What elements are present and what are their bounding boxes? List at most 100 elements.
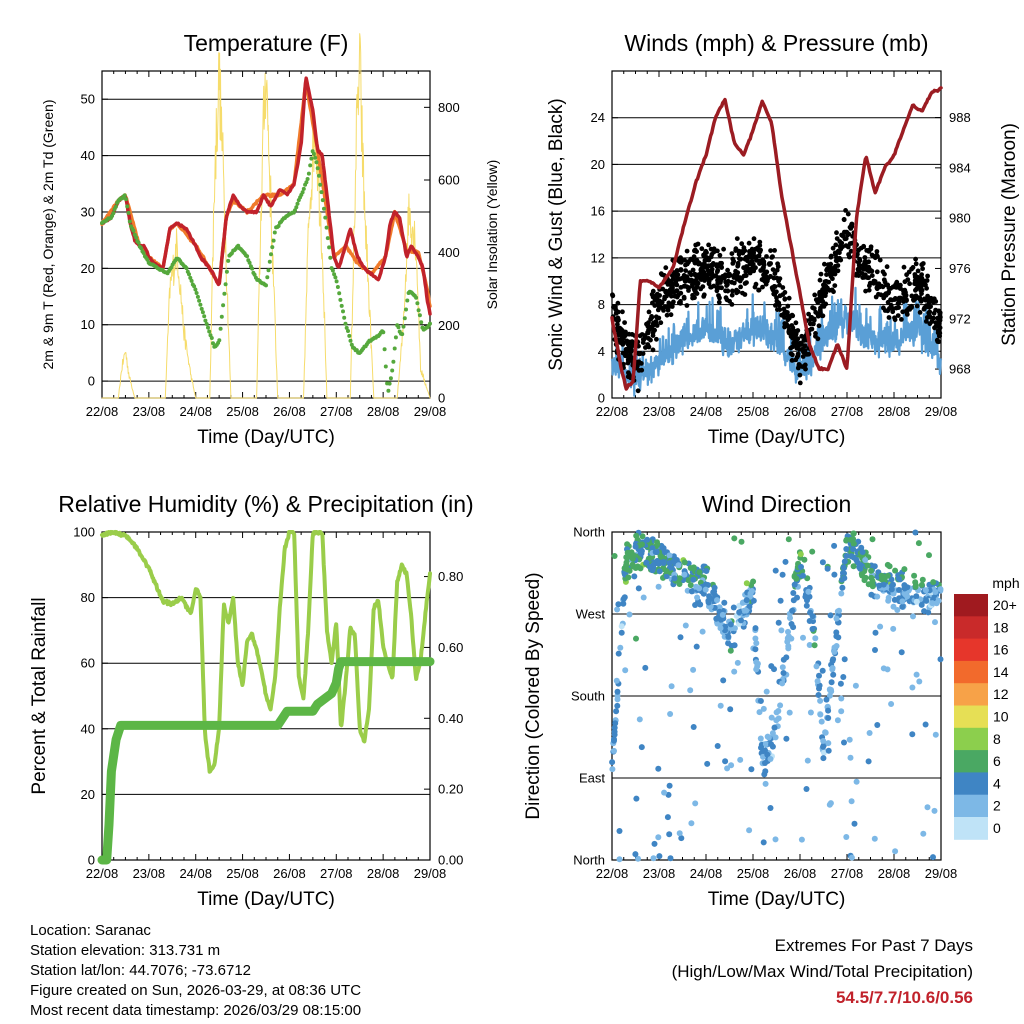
y-tick-label: 40 xyxy=(81,721,95,736)
y2-axis-label: Station Pressure (Maroon) xyxy=(999,123,1020,346)
direction-point xyxy=(752,625,759,632)
direction-point xyxy=(923,597,930,604)
direction-point xyxy=(918,601,925,608)
direction-point xyxy=(655,834,662,841)
dewpoint-point xyxy=(327,245,332,250)
extremes-title: Extremes For Past 7 Days xyxy=(774,936,973,955)
direction-point xyxy=(931,807,938,814)
gust-point xyxy=(863,288,868,294)
gust-point xyxy=(725,282,730,287)
direction-point xyxy=(768,714,775,721)
gust-point xyxy=(913,261,919,267)
direction-point xyxy=(797,551,804,558)
gust-point xyxy=(820,303,825,309)
legend-swatch xyxy=(954,750,988,773)
dewpoint-point xyxy=(416,308,421,313)
dewpoint-point xyxy=(141,251,146,255)
dewpoint-point xyxy=(126,210,131,215)
direction-point xyxy=(894,607,901,613)
y-tick-label: 4 xyxy=(598,344,605,359)
gust-point xyxy=(917,310,923,315)
direction-point xyxy=(819,667,826,674)
y2-tick-label: 600 xyxy=(438,173,460,188)
dewpoint-point xyxy=(295,201,300,206)
gust-point xyxy=(780,292,786,297)
direction-point xyxy=(720,677,727,684)
direction-point xyxy=(696,569,703,576)
gust-point xyxy=(923,297,928,303)
dewpoint-point xyxy=(195,294,200,299)
dewpoint-point xyxy=(245,254,250,259)
gust-point xyxy=(919,272,924,277)
gust-point xyxy=(871,280,876,286)
gust-point xyxy=(610,292,615,298)
direction-point xyxy=(632,543,639,550)
gust-point xyxy=(936,320,942,326)
gust-point xyxy=(913,293,919,299)
gust-point xyxy=(856,260,861,265)
direction-point xyxy=(677,634,684,641)
gust-point xyxy=(768,248,773,254)
direction-point xyxy=(785,628,791,635)
gust-point xyxy=(749,258,755,264)
gust-point xyxy=(646,320,651,325)
gust-point xyxy=(786,329,792,335)
legend-swatch xyxy=(954,660,988,684)
gust-point xyxy=(844,229,850,235)
gust-point xyxy=(811,306,817,311)
direction-point xyxy=(819,559,826,566)
y2-tick-label: 400 xyxy=(438,245,460,260)
direction-point xyxy=(678,835,685,842)
x-tick-label: 24/08 xyxy=(690,404,723,419)
dewpoint-point xyxy=(264,283,268,288)
gust-point xyxy=(797,380,803,386)
dewpoint-point xyxy=(127,219,132,224)
gust-point xyxy=(620,331,625,337)
direction-point xyxy=(687,565,694,571)
dewpoint-point xyxy=(221,303,226,308)
gust-point xyxy=(706,281,712,287)
gust-point xyxy=(903,293,909,298)
gust-point xyxy=(786,315,792,321)
direction-point xyxy=(714,620,721,627)
direction-point xyxy=(802,593,809,600)
direction-point xyxy=(833,615,840,622)
direction-point xyxy=(661,789,668,796)
direction-point xyxy=(638,744,645,751)
direction-point xyxy=(769,730,776,737)
gust-point xyxy=(674,268,680,273)
x-tick-label: 23/08 xyxy=(133,404,166,419)
dewpoint-point xyxy=(198,302,203,307)
gust-point xyxy=(904,312,910,317)
direction-point xyxy=(912,529,919,536)
direction-point xyxy=(880,581,887,588)
dewpoint-point xyxy=(219,314,224,319)
gust-point xyxy=(667,301,673,307)
direction-point xyxy=(804,757,811,764)
legend-label: 2 xyxy=(993,798,1001,814)
temp-2m-line xyxy=(100,76,432,316)
dewpoint-point xyxy=(207,329,212,334)
gust-point xyxy=(917,283,922,288)
gust-point xyxy=(892,297,898,302)
dewpoint-point xyxy=(271,238,276,243)
gust-point xyxy=(775,261,780,267)
y-tick-label: 60 xyxy=(81,656,95,671)
direction-point xyxy=(838,590,845,597)
y-axis-label: Percent & Total Rainfall xyxy=(29,597,50,794)
direction-point xyxy=(656,568,663,575)
gust-point xyxy=(848,226,854,231)
gust-point xyxy=(822,261,827,267)
legend-swatch xyxy=(954,772,988,796)
winds-pressure-chart: 22/08 23/08 24/08 25/08 26/08 27/08 28/08 29/08… xyxy=(546,30,1020,448)
gust-point xyxy=(808,317,813,322)
direction-point xyxy=(823,696,830,703)
dewpoint-point xyxy=(342,315,347,320)
direction-point xyxy=(888,701,895,707)
dewpoint-point xyxy=(125,204,130,209)
gust-point xyxy=(855,251,860,257)
y-tick-label: 30 xyxy=(81,204,95,219)
direction-point xyxy=(725,633,732,640)
direction-point xyxy=(915,540,922,547)
direction-point xyxy=(710,589,717,596)
